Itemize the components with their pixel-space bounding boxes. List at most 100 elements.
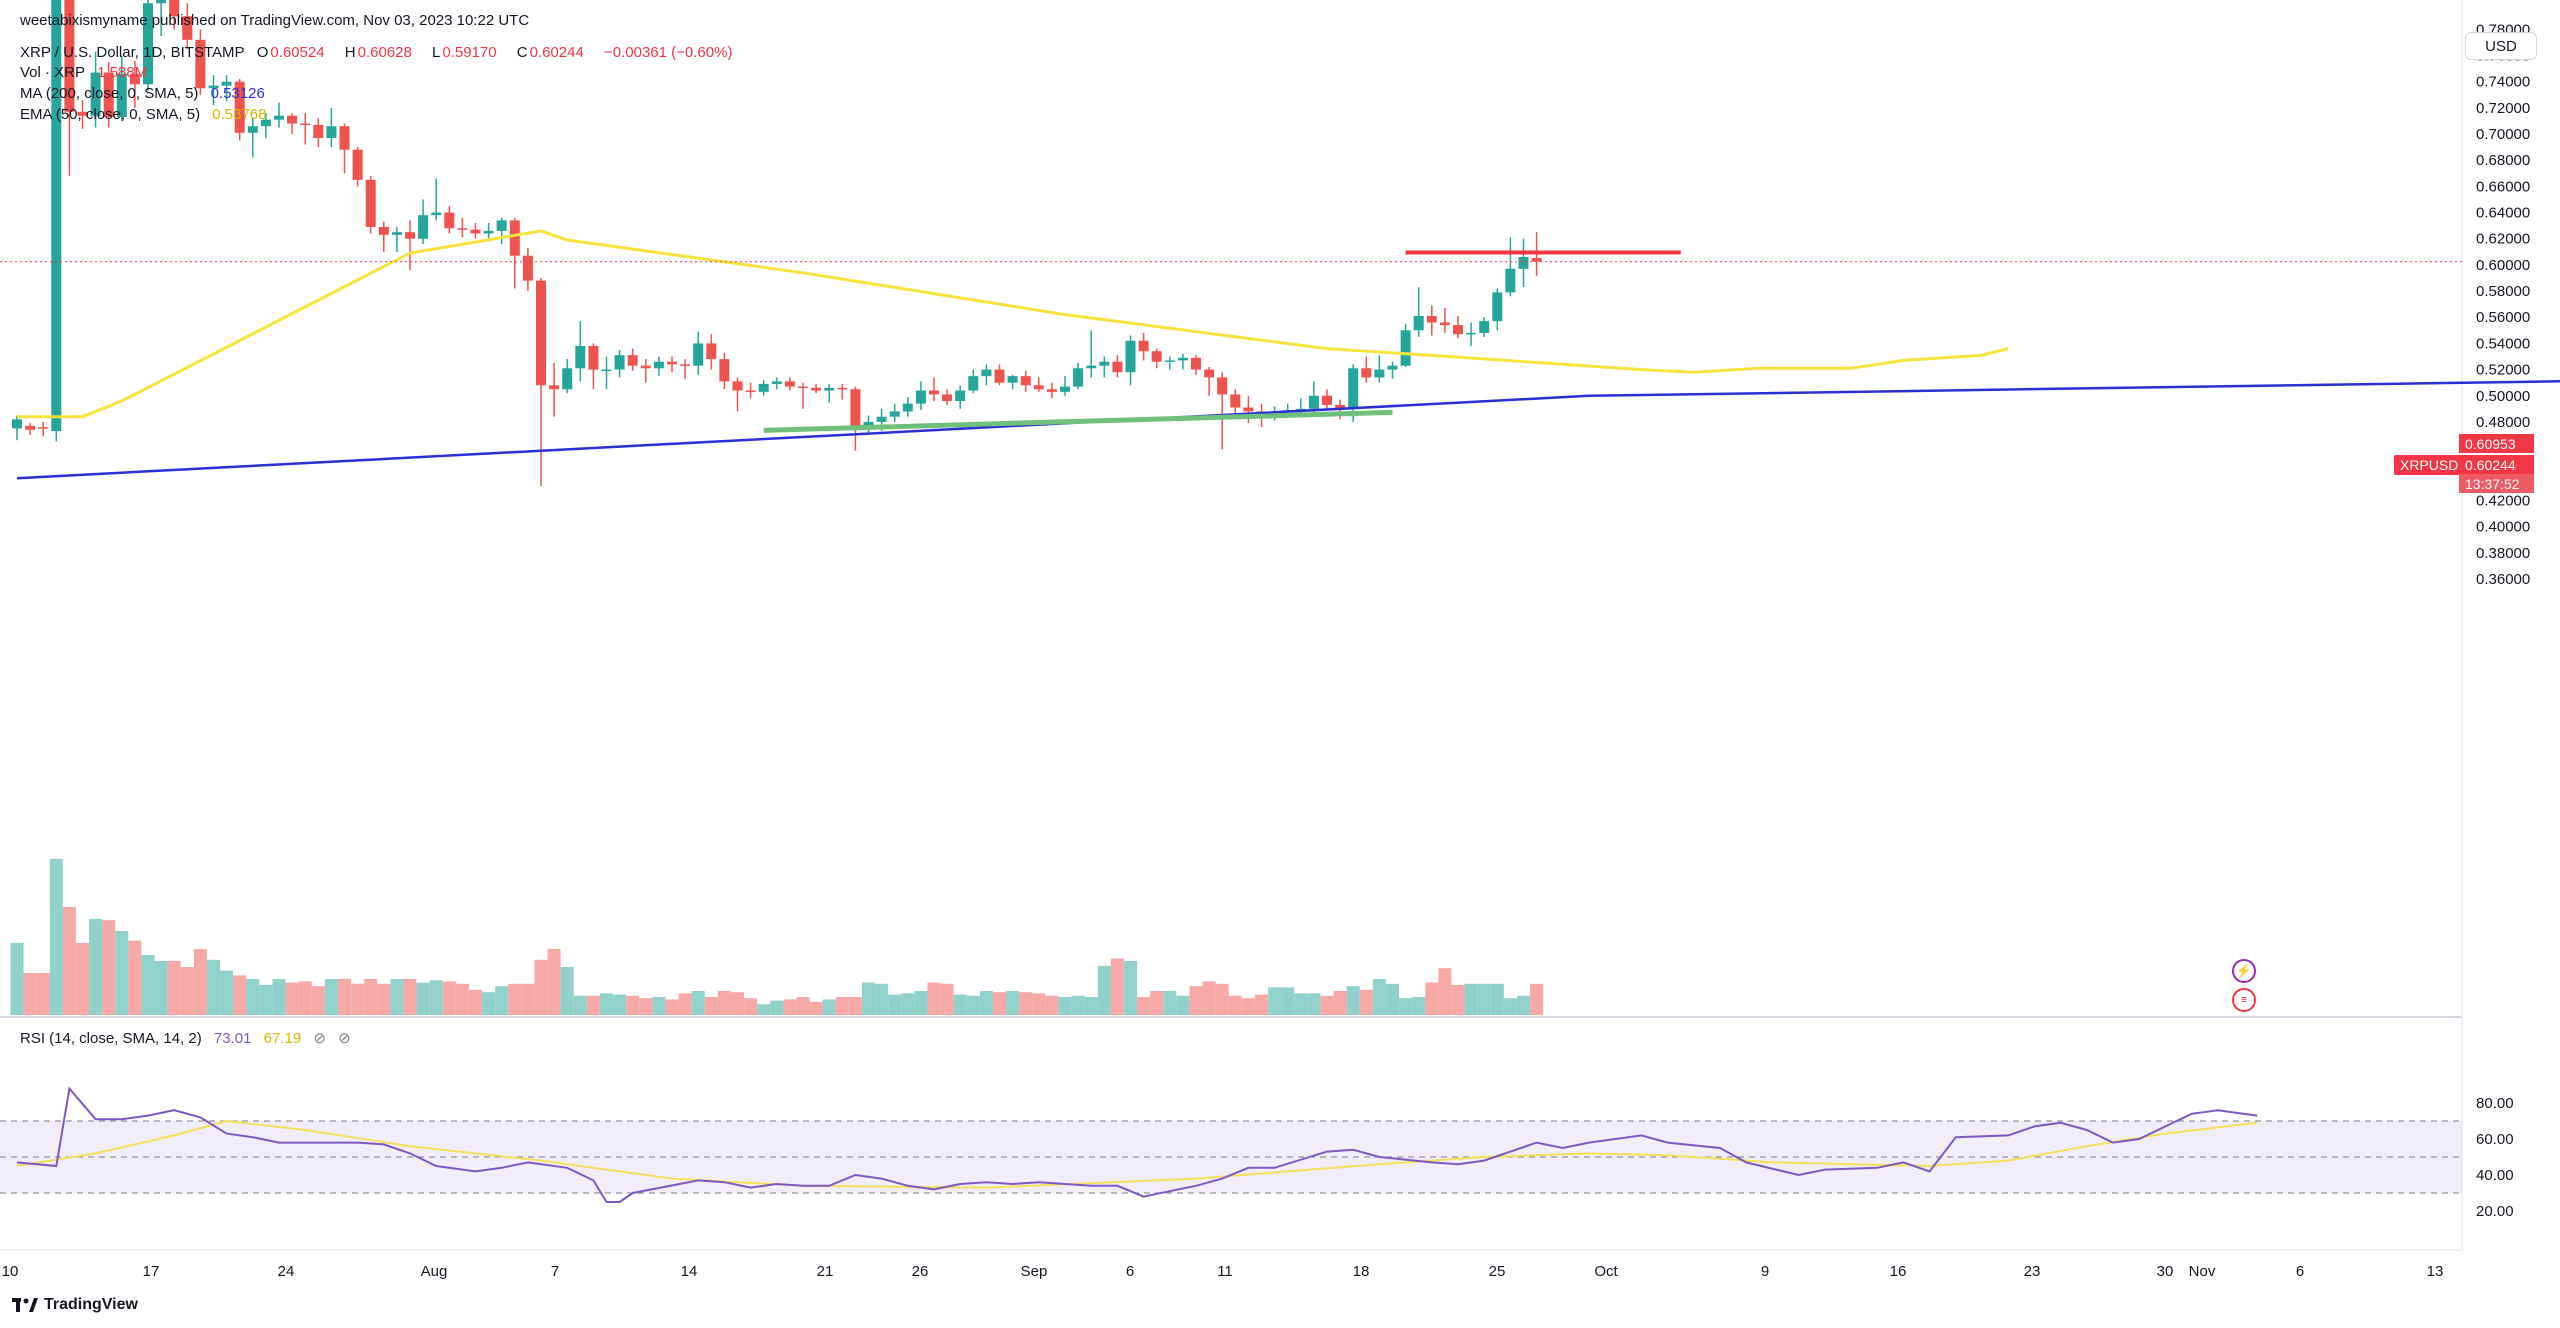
candle-body [51, 0, 62, 432]
price-tick-label: 0.48000 [2476, 414, 2530, 431]
candle-body [496, 220, 507, 231]
date-tick-label: 13 [2427, 1263, 2444, 1280]
candle-body [522, 255, 533, 281]
volume-bar [76, 943, 89, 1015]
candle-body [1073, 368, 1084, 387]
price-axis: 0.780000.760000.740000.720000.700000.680… [2476, 21, 2530, 1220]
candle-body [667, 361, 677, 365]
candle-body [313, 124, 324, 138]
candle-body [732, 381, 743, 391]
candle-body [234, 81, 245, 133]
ma200-legend[interactable]: MA (200, close, 0, SMA, 5) 0.53126 [20, 85, 265, 102]
date-tick-label: 30 [2157, 1263, 2174, 1280]
price-tick-label: 0.74000 [2476, 74, 2530, 91]
candle-body [1387, 365, 1398, 370]
candle-body [575, 346, 586, 369]
price-tick-label: 0.62000 [2476, 231, 2530, 248]
volume-bar [429, 980, 443, 1015]
hidden-eye-icon[interactable]: ⊘ [313, 1030, 326, 1047]
volume-bar [390, 979, 404, 1015]
volume-bar [1294, 993, 1308, 1015]
symbol-tag: XRPUSD [2394, 455, 2465, 475]
us-flag-icon[interactable]: ≡ [2232, 988, 2256, 1012]
candle-body [1060, 386, 1070, 392]
candle-body [758, 383, 769, 392]
volume-bar [89, 919, 103, 1015]
volume-bar [351, 983, 365, 1015]
rsi-tick-label: 60.00 [2476, 1131, 2514, 1148]
lightning-icon[interactable]: ⚡ [2232, 959, 2256, 983]
date-tick-label: 23 [2024, 1263, 2041, 1280]
candlesticks [12, 0, 1542, 487]
volume-bar [246, 979, 260, 1015]
volume-bar [1412, 997, 1426, 1015]
volume-bar [285, 982, 299, 1015]
date-tick-label: 14 [681, 1263, 698, 1280]
resistance-price-tag: 0.60953 [2459, 434, 2534, 453]
date-tick-label: 18 [1353, 1263, 1370, 1280]
ema50-legend[interactable]: EMA (50, close, 0, SMA, 5) 0.53768 [20, 106, 267, 123]
rsi-legend[interactable]: RSI (14, close, SMA, 14, 2) 73.01 67.19 … [20, 1030, 351, 1047]
candle-body [405, 232, 415, 239]
volume-bar [1228, 995, 1242, 1015]
candle-body [182, 16, 193, 40]
volume-bar [783, 999, 797, 1015]
volume-bar [953, 994, 967, 1015]
candle-body [195, 39, 206, 89]
volume-bar [757, 1004, 771, 1015]
volume-bar [1503, 998, 1517, 1015]
rsi-band [0, 1120, 2462, 1194]
volume-bar [1477, 983, 1491, 1015]
candle-body [1505, 268, 1516, 293]
candle-body [1400, 330, 1411, 366]
candle-body [863, 421, 874, 426]
currency-unit-button[interactable]: USD [2465, 32, 2537, 60]
volume-bar [901, 993, 915, 1015]
candle-body [1125, 340, 1136, 373]
volume-bar [770, 1000, 784, 1015]
volume-bar [731, 992, 744, 1015]
candle-body [103, 72, 114, 118]
published-line: weetabixismyname published on TradingVie… [20, 12, 530, 29]
date-tick-label: 17 [143, 1263, 160, 1280]
date-axis: 10 17 24 Aug 7 14 21 26 Sep 6 11 18 25 Oct 9 16 23 30 Nov 6… [2, 1263, 2444, 1280]
volume-bar [207, 959, 220, 1015]
volume-bar [665, 999, 679, 1015]
volume-bar [1110, 958, 1124, 1015]
volume-bar [508, 983, 522, 1015]
candle-body [745, 390, 756, 393]
candle-body [1413, 315, 1424, 331]
candle-body [129, 73, 140, 85]
volume-bar [744, 998, 758, 1015]
volume-bar [875, 983, 889, 1015]
volume-bar [1438, 968, 1452, 1015]
volume-bar [272, 979, 286, 1015]
candle-body [680, 364, 691, 366]
volume-bar [1490, 983, 1504, 1015]
tradingview-logo[interactable]: TradingView [12, 1296, 138, 1314]
volume-bar [1241, 998, 1255, 1015]
candle-body [143, 3, 153, 85]
volume-bar [586, 995, 600, 1015]
candle-body [601, 369, 612, 372]
volume-bar [979, 991, 993, 1015]
candle-body [1230, 394, 1241, 408]
indicator-lines [0, 229, 2560, 480]
candle-body [562, 368, 573, 390]
volume-bar [1425, 982, 1439, 1015]
volume-bar [1189, 986, 1203, 1015]
candle-body [981, 369, 992, 377]
candle-body [798, 386, 808, 389]
volume-bar [1255, 994, 1268, 1015]
volume-bar [862, 982, 875, 1015]
candle-body [1033, 385, 1044, 390]
volume-bar [534, 959, 548, 1015]
candle-body [25, 425, 36, 430]
volume-bar [311, 986, 325, 1015]
hidden-eye-icon-2[interactable]: ⊘ [338, 1030, 351, 1047]
candle-body [1191, 357, 1201, 370]
volume-legend[interactable]: Vol · XRP 1.588M [20, 64, 148, 81]
volume-bar [1215, 983, 1229, 1015]
candle-body [77, 111, 88, 116]
